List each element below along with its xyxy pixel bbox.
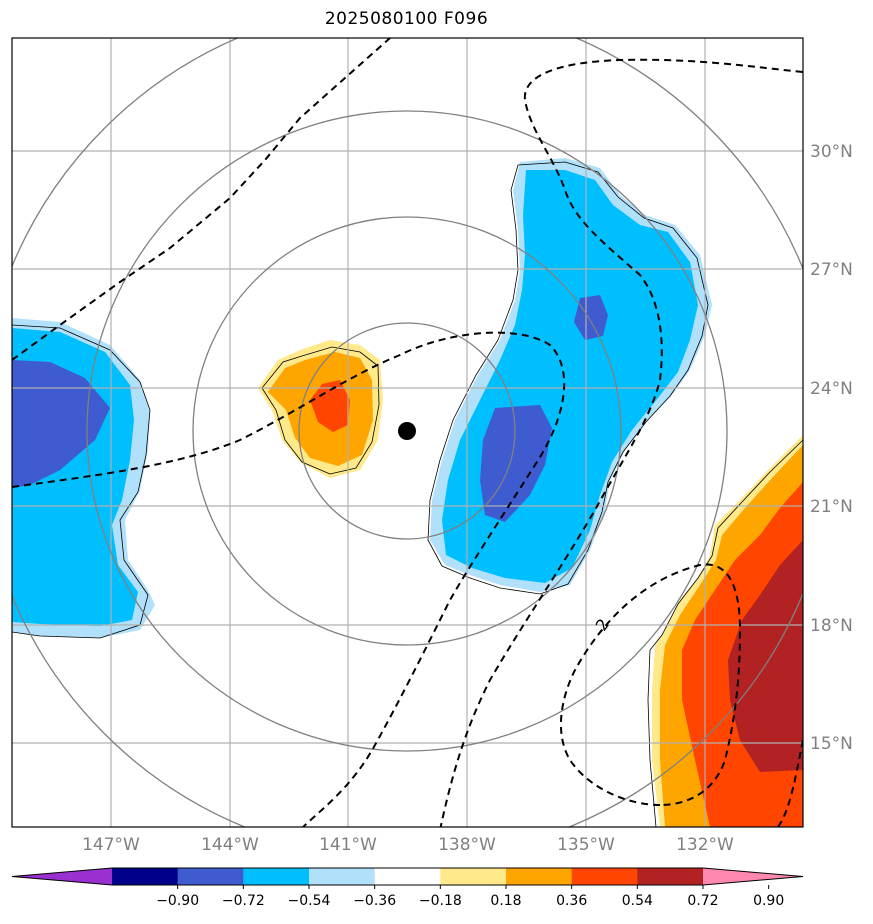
colorbar-segment [571,868,638,885]
colorbar-tick-label: 0.18 [490,893,521,909]
map-title: 2025080100 F096 [324,9,489,29]
anomaly-region-center [258,340,383,478]
lat-label-24n: 24°N [810,379,853,399]
colorbar-tick-label: −0.54 [288,893,331,909]
colorbar-segment [112,868,179,885]
anomaly-region-southeast [647,435,803,827]
colorbar-segment [440,868,507,885]
colorbar-tick-label: −0.72 [222,893,265,909]
colorbar-tick-label: −0.36 [353,893,396,909]
range-rings [12,38,803,827]
plot-frame [11,37,804,828]
anomaly-region-east [427,158,712,595]
lon-label-138w: 138°W [438,835,496,855]
anomaly-region-west [12,318,155,639]
lon-label-147w: 147°W [82,835,140,855]
colorbar-segment [637,868,704,885]
graticule [12,38,803,827]
colorbar-extend-high [703,868,803,885]
map-plot-area [12,38,803,827]
colorbar-tick-label: 0.72 [687,893,718,909]
lat-label-21n: 21°N [810,497,853,517]
dashed-contours [12,38,803,827]
lon-label-141w: 141°W [319,835,377,855]
colorbar-segment [177,868,244,885]
colorbar-extend-low [12,868,112,885]
colorbar-tick-label: −0.18 [419,893,462,909]
colorbar-tick-label: 0.36 [556,893,587,909]
lat-label-30n: 30°N [810,142,853,162]
colorbar-segment [309,868,376,885]
lat-label-15n: 15°N [810,734,853,754]
colorbar-tick-label: 0.90 [753,893,784,909]
lat-label-27n: 27°N [810,260,853,280]
colorbar-segment [243,868,310,885]
colorbar-segment [506,868,573,885]
colorbar-tick-label: −0.90 [156,893,199,909]
lon-label-135w: 135°W [557,835,615,855]
colorbar-segment [374,868,441,885]
colorbar-outline [11,867,804,886]
storm-center-marker [398,422,416,440]
colorbar-tick-label: 0.54 [622,893,653,909]
colorbar: −0.90 −0.72 −0.54 −0.36 −0.18 0.18 0.36 0.54 0.7… [11,867,804,909]
lon-label-132w: 132°W [676,835,734,855]
lat-label-18n: 18°N [810,616,853,636]
lon-label-144w: 144°W [201,835,259,855]
